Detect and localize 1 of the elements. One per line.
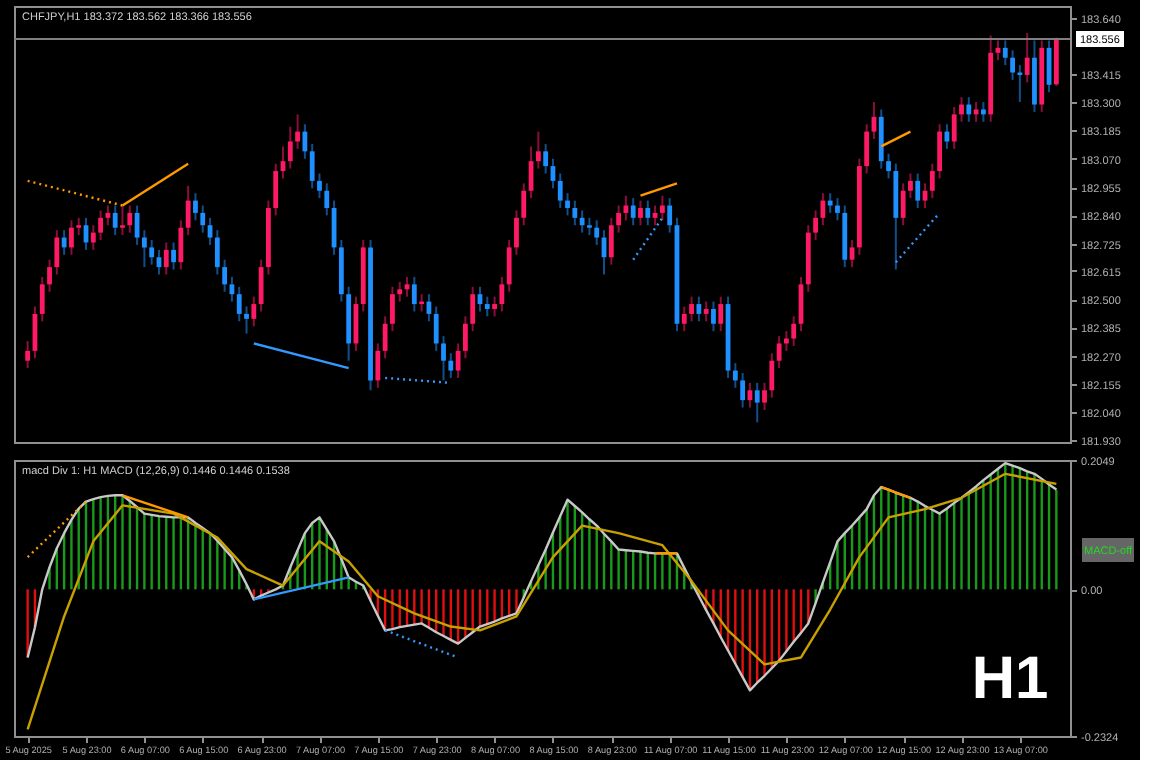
annotation: H1 (971, 646, 1049, 712)
